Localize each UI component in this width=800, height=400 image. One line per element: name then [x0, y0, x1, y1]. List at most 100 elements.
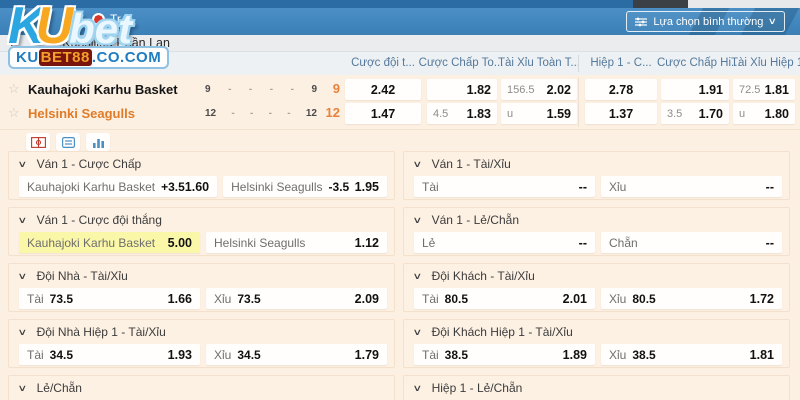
stats-icon: [92, 138, 104, 148]
court-view-icon: [30, 136, 46, 148]
nav-item-partial[interactable]: Tr: [92, 12, 121, 26]
odds-cell-h1-over[interactable]: 72.5 1.81: [733, 79, 795, 100]
bet-option[interactable]: Tài 80.5 2.01: [414, 288, 595, 309]
market-section: ∨ Ván 1 - Cược Chấp Kauhajoki Karhu Bask…: [8, 151, 395, 200]
court-view-button[interactable]: [26, 133, 50, 151]
filter-button-label: Lựa chọn bình thường: [653, 15, 764, 28]
score-q1: 12: [205, 108, 217, 119]
bet-type-filter-button[interactable]: Lựa chọn bình thường ∨: [626, 11, 785, 32]
bet-odds: 5.00: [167, 235, 192, 250]
section-header[interactable]: ∨ Ván 1 - Lẻ/Chẵn: [404, 208, 789, 232]
score-ot: -: [287, 108, 291, 119]
col-header-moneyline: Cược đội t...: [351, 57, 415, 69]
nav-item-label: Tr: [110, 12, 121, 26]
odds-cell-moneyline-home[interactable]: 2.42: [345, 79, 421, 100]
bet-odds: 2.09: [354, 291, 379, 306]
section-header[interactable]: ∨ Đội Nhà - Tài/Xỉu: [9, 264, 394, 288]
league-name[interactable]: Korisliiga Phần Lan: [62, 36, 170, 50]
bet-option[interactable]: Xỉu --: [601, 176, 782, 197]
section-header[interactable]: ∨ Đội Khách Hiệp 1 - Tài/Xỉu: [404, 320, 789, 344]
section-title: Ván 1 - Tài/Xỉu: [431, 157, 511, 171]
bet-odds: --: [578, 235, 587, 250]
section-options: Tài 80.5 2.01 Xỉu 80.5 1.72: [404, 288, 789, 309]
chevron-down-icon: ∨: [412, 158, 423, 169]
section-header[interactable]: ∨ Đội Khách - Tài/Xỉu: [404, 264, 789, 288]
bet-option[interactable]: Chẵn --: [601, 232, 782, 253]
odds-cell-moneyline-away[interactable]: 1.47: [345, 103, 421, 124]
section-title: Hiệp 1 - Lẻ/Chẵn: [431, 381, 523, 395]
bet-option[interactable]: Xỉu 73.5 2.09: [206, 288, 387, 309]
bet-option-highlighted[interactable]: Kauhajoki Karhu Basket 5.00: [19, 232, 200, 253]
score-q1: 9: [205, 84, 211, 95]
market-section: ∨ Đội Khách - Tài/Xỉu Tài 80.5 2.01 Xỉu 80…: [403, 263, 790, 312]
scoreboard-button[interactable]: [56, 133, 80, 151]
bet-option[interactable]: Tài 34.5 1.93: [19, 344, 200, 365]
check-icon[interactable]: ✓: [9, 37, 19, 50]
score-q3: -: [248, 84, 253, 95]
section-options: Kauhajoki Karhu Basket +3.5 1.60 Helsinki…: [9, 176, 394, 197]
bet-option[interactable]: Xỉu 80.5 1.72: [601, 288, 782, 309]
sliders-icon: [635, 17, 648, 26]
odds-cell-h1-moneyline-home[interactable]: 2.78: [585, 79, 657, 100]
section-options: Tài -- Xỉu --: [404, 176, 789, 197]
section-header[interactable]: ∨ Lẻ/Chẵn: [9, 376, 394, 400]
score-q3: -: [250, 108, 254, 119]
match-toolbar: [0, 129, 800, 151]
match-odds-table: ☆ Kauhajoki Karhu Basket 9 - - - - 9 9 2…: [0, 75, 800, 129]
odds-cell-h1-moneyline-away[interactable]: 1.37: [585, 103, 657, 124]
section-header[interactable]: ∨ Ván 1 - Tài/Xỉu: [404, 152, 789, 176]
bet-odds: 1.89: [562, 347, 587, 362]
section-header[interactable]: ∨ Ván 1 - Cược đội thắng: [9, 208, 394, 232]
bet-odds: 1.81: [749, 347, 774, 362]
bet-option[interactable]: Tài 73.5 1.66: [19, 288, 200, 309]
col-header-half1-moneyline: Hiệp 1 - C...: [590, 57, 652, 69]
odds-cell-h1-handicap-away[interactable]: 3.5 1.70: [661, 103, 729, 124]
bet-odds: 1.72: [749, 291, 774, 306]
odds-column-headers: Cược đội t... Cược Chấp To... Tài Xỉu To…: [0, 52, 800, 75]
chevron-down-icon: ∨: [17, 158, 28, 169]
chevron-down-icon: ∨: [412, 326, 423, 337]
col-header-half1-total: Tài Xỉu Hiệp 1: [731, 57, 800, 69]
odds-cell-handicap-away[interactable]: 4.5 1.83: [427, 103, 497, 124]
section-title: Ván 1 - Lẻ/Chẵn: [431, 213, 519, 227]
stats-button[interactable]: [86, 133, 110, 151]
section-header[interactable]: ∨ Hiệp 1 - Lẻ/Chẵn: [404, 376, 789, 400]
odds-cell-h1-handicap-home[interactable]: 1.91: [661, 79, 729, 100]
score-sum: 9: [311, 84, 317, 95]
odds-cell-over[interactable]: 156.5 2.02: [501, 79, 577, 100]
away-score-cells: 12 - - - - 12: [205, 108, 317, 119]
table-row-away: ☆ Helsinki Seagulls 12 - - - - 12 12 1.4…: [0, 103, 800, 124]
section-title: Đội Khách - Tài/Xỉu: [431, 269, 535, 283]
section-header[interactable]: ∨ Ván 1 - Cược Chấp: [9, 152, 394, 176]
chevron-down-icon: ∨: [412, 214, 423, 225]
score-ot: -: [290, 84, 294, 95]
bet-option[interactable]: Kauhajoki Karhu Basket +3.5 1.60: [19, 176, 218, 197]
chevron-down-icon: ∨: [17, 214, 28, 225]
bet-odds: 1.66: [167, 291, 192, 306]
bet-option[interactable]: Xỉu 38.5 1.81: [601, 344, 782, 365]
chevron-down-icon: ∨: [412, 382, 423, 393]
bet-odds: 1.95: [354, 179, 379, 194]
favorite-star-icon[interactable]: ☆: [8, 105, 20, 120]
odds-cell-under[interactable]: u 1.59: [501, 103, 577, 124]
favorite-star-icon[interactable]: ☆: [8, 81, 20, 96]
bet-option[interactable]: Helsinki Seagulls 1.12: [206, 232, 387, 253]
chrome-tab: [633, 0, 688, 8]
odds-cell-h1-under[interactable]: u 1.80: [733, 103, 795, 124]
section-options: Lẻ -- Chẵn --: [404, 232, 789, 253]
market-section: ∨ Đội Nhà Hiệp 1 - Tài/Xỉu Tài 34.5 1.93 …: [8, 319, 395, 368]
section-options: Tài 73.5 1.66 Xỉu 73.5 2.09: [9, 288, 394, 309]
bet-option[interactable]: Xỉu 34.5 1.79: [206, 344, 387, 365]
section-header[interactable]: ∨ Đội Nhà Hiệp 1 - Tài/Xỉu: [9, 320, 394, 344]
bet-option[interactable]: Lẻ --: [414, 232, 595, 253]
bet-option[interactable]: Tài --: [414, 176, 595, 197]
bet-odds: 1.12: [354, 235, 379, 250]
market-section: ∨ Hiệp 1 - Lẻ/Chẵn Lẻ 1.92 Chẵn 1.87: [403, 375, 790, 400]
chrome-corner: [688, 0, 800, 8]
bet-option[interactable]: Tài 38.5 1.89: [414, 344, 595, 365]
column-divider: [578, 77, 579, 127]
odds-cell-handicap-home[interactable]: 1.82: [427, 79, 497, 100]
section-options: Tài 34.5 1.93 Xỉu 34.5 1.79: [9, 344, 394, 365]
bet-option[interactable]: Helsinki Seagulls -3.5 1.95: [223, 176, 387, 197]
chevron-down-icon: ∨: [17, 382, 28, 393]
